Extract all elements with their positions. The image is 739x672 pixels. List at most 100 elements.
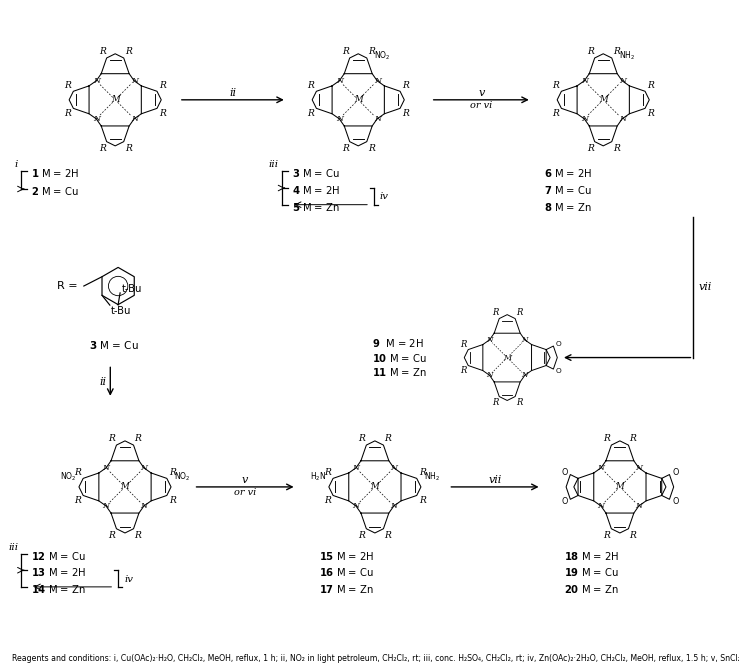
Text: $\mathbf{8}$ M = Zn: $\mathbf{8}$ M = Zn — [545, 201, 592, 212]
Text: R: R — [613, 144, 619, 153]
Text: $\mathbf{1}$ M = 2H: $\mathbf{1}$ M = 2H — [31, 167, 79, 179]
Text: N: N — [486, 371, 493, 379]
Text: R: R — [342, 47, 349, 56]
Text: $\mathbf{5}$ M = Zn: $\mathbf{5}$ M = Zn — [292, 201, 339, 212]
Text: R: R — [134, 434, 141, 443]
Text: $\mathbf{15}$ M = 2H: $\mathbf{15}$ M = 2H — [319, 550, 375, 562]
Text: ii: ii — [229, 88, 236, 98]
Text: ii: ii — [99, 376, 106, 386]
Text: R: R — [358, 434, 365, 443]
Text: M: M — [616, 482, 624, 491]
Text: R: R — [553, 110, 559, 118]
Text: t-Bu: t-Bu — [111, 306, 132, 316]
Text: R: R — [125, 47, 132, 56]
Text: R: R — [630, 531, 636, 540]
Text: M: M — [120, 482, 129, 491]
Text: N: N — [597, 464, 605, 472]
Text: R: R — [125, 144, 132, 153]
Text: M: M — [503, 353, 511, 362]
Text: N: N — [390, 502, 398, 510]
Text: R: R — [587, 144, 593, 153]
Text: N: N — [336, 115, 343, 123]
Text: Reagents and conditions: i, Cu(OAc)₂·H₂O, CH₂Cl₂, MeOH, reflux, 1 h; ii, NO₂ in : Reagents and conditions: i, Cu(OAc)₂·H₂O… — [13, 653, 739, 663]
Text: N: N — [374, 115, 381, 123]
Text: i: i — [15, 161, 18, 169]
Text: N: N — [374, 77, 381, 85]
Text: R: R — [516, 308, 522, 317]
Text: or vi: or vi — [234, 489, 256, 497]
Text: NH$_2$: NH$_2$ — [423, 470, 440, 483]
Text: or vi: or vi — [470, 101, 492, 110]
Text: R: R — [419, 468, 426, 477]
Text: R: R — [307, 110, 314, 118]
Text: R: R — [109, 434, 115, 443]
Text: R: R — [368, 47, 375, 56]
Text: N: N — [636, 502, 642, 510]
Text: $\mathbf{14}$ M = Zn: $\mathbf{14}$ M = Zn — [31, 583, 86, 595]
Text: N: N — [103, 464, 109, 472]
Text: N: N — [140, 502, 148, 510]
Text: N: N — [103, 502, 109, 510]
Text: iv: iv — [380, 192, 389, 202]
Text: R: R — [324, 468, 331, 477]
Text: N: N — [92, 77, 100, 85]
Text: $\mathbf{16}$ M = Cu: $\mathbf{16}$ M = Cu — [319, 566, 374, 578]
Text: M: M — [354, 95, 363, 104]
Text: R: R — [75, 468, 81, 477]
Text: R: R — [64, 110, 72, 118]
Text: $\mathbf{3}$ M = Cu: $\mathbf{3}$ M = Cu — [89, 339, 138, 351]
Text: $\mathbf{18}$ M = 2H: $\mathbf{18}$ M = 2H — [564, 550, 619, 562]
Text: N: N — [131, 77, 137, 85]
Text: O: O — [556, 368, 562, 374]
Text: O: O — [562, 468, 568, 477]
Text: R: R — [516, 398, 522, 407]
Text: N: N — [522, 371, 528, 379]
Text: $\mathbf{6}$ M = 2H: $\mathbf{6}$ M = 2H — [545, 167, 593, 179]
Text: R =: R = — [57, 281, 78, 291]
Text: NH$_2$: NH$_2$ — [619, 49, 635, 62]
Text: R: R — [604, 531, 610, 540]
Text: R: R — [342, 144, 349, 153]
Text: $\mathbf{20}$ M = Zn: $\mathbf{20}$ M = Zn — [564, 583, 619, 595]
Text: N: N — [353, 464, 359, 472]
Text: v: v — [242, 475, 248, 485]
Text: $\mathbf{10}$ M = Cu: $\mathbf{10}$ M = Cu — [372, 351, 427, 364]
Text: R: R — [368, 144, 375, 153]
Text: R: R — [358, 531, 365, 540]
Text: O: O — [562, 497, 568, 505]
Text: v: v — [478, 88, 484, 98]
Text: N: N — [131, 115, 137, 123]
Text: R: R — [134, 531, 141, 540]
Text: N: N — [619, 115, 626, 123]
Text: R: R — [553, 81, 559, 90]
Text: N: N — [581, 115, 588, 123]
Text: R: R — [64, 81, 72, 90]
Text: R: R — [159, 81, 166, 90]
Text: R: R — [630, 434, 636, 443]
Text: iii: iii — [8, 542, 18, 552]
Text: N: N — [522, 336, 528, 344]
Text: $\mathbf{7}$ M = Cu: $\mathbf{7}$ M = Cu — [545, 184, 593, 196]
Text: N: N — [636, 464, 642, 472]
Text: $\mathbf{12}$ M = Cu: $\mathbf{12}$ M = Cu — [31, 550, 86, 562]
Text: R: R — [307, 81, 314, 90]
Text: R: R — [99, 47, 106, 56]
Text: R: R — [587, 47, 593, 56]
Text: M: M — [370, 482, 379, 491]
Text: R: R — [402, 110, 409, 118]
Text: R: R — [168, 468, 176, 477]
Text: R: R — [168, 497, 176, 505]
Text: M: M — [599, 95, 607, 104]
Text: R: R — [492, 308, 498, 317]
Text: R: R — [647, 81, 654, 90]
Text: R: R — [460, 366, 466, 376]
Text: t-Bu: t-Bu — [122, 284, 143, 294]
Text: $\mathbf{2}$ M = Cu: $\mathbf{2}$ M = Cu — [31, 185, 79, 197]
Text: N: N — [390, 464, 398, 472]
Text: iv: iv — [124, 575, 133, 583]
Text: M: M — [111, 95, 120, 104]
Text: O: O — [672, 468, 678, 477]
Text: R: R — [99, 144, 106, 153]
Text: vii: vii — [698, 282, 712, 292]
Text: R: R — [460, 339, 466, 349]
